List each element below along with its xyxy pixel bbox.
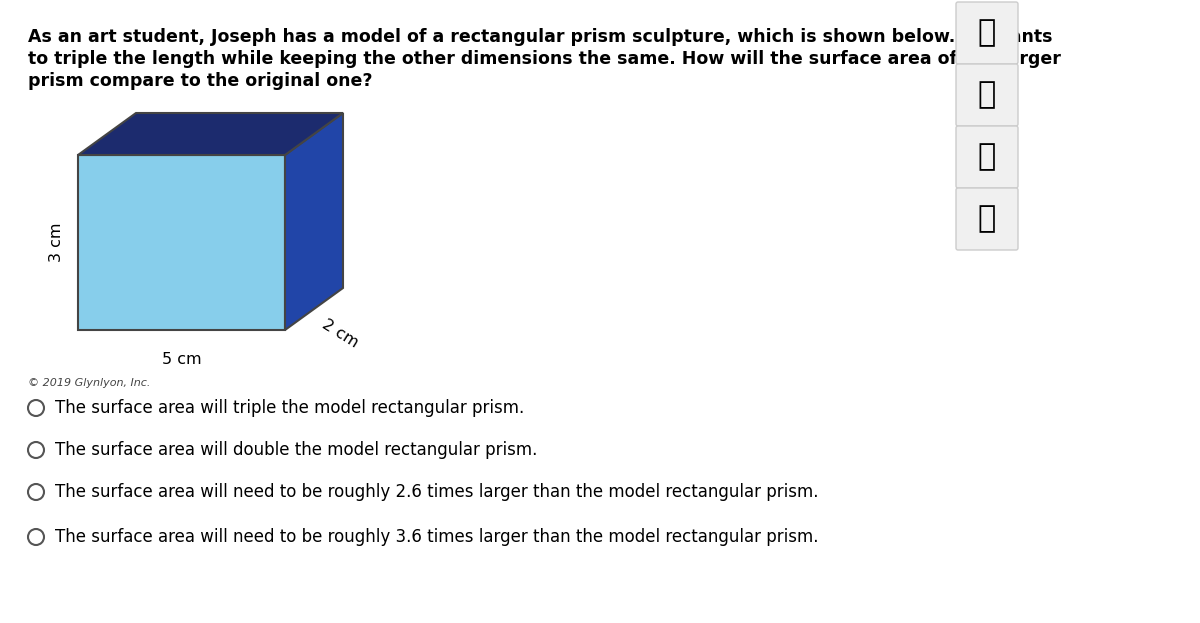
Text: 5 cm: 5 cm xyxy=(162,352,202,367)
Polygon shape xyxy=(78,113,343,155)
Text: prism compare to the original one?: prism compare to the original one? xyxy=(28,72,372,90)
Text: to triple the length while keeping the other dimensions the same. How will the s: to triple the length while keeping the o… xyxy=(28,50,1061,68)
FancyBboxPatch shape xyxy=(956,188,1018,250)
FancyBboxPatch shape xyxy=(956,2,1018,64)
Polygon shape xyxy=(286,113,343,330)
Text: The surface area will need to be roughly 2.6 times larger than the model rectang: The surface area will need to be roughly… xyxy=(55,483,818,501)
Text: 🎤: 🎤 xyxy=(978,204,996,234)
FancyBboxPatch shape xyxy=(956,126,1018,188)
Text: The surface area will triple the model rectangular prism.: The surface area will triple the model r… xyxy=(55,399,524,417)
Text: The surface area will need to be roughly 3.6 times larger than the model rectang: The surface area will need to be roughly… xyxy=(55,528,818,546)
Text: 3 cm: 3 cm xyxy=(49,223,64,262)
Text: 🅰: 🅰 xyxy=(978,143,996,171)
FancyBboxPatch shape xyxy=(956,64,1018,126)
Polygon shape xyxy=(78,155,286,330)
Text: As an art student, Joseph has a model of a rectangular prism sculpture, which is: As an art student, Joseph has a model of… xyxy=(28,28,1052,46)
Text: The surface area will double the model rectangular prism.: The surface area will double the model r… xyxy=(55,441,538,459)
Text: 🖨: 🖨 xyxy=(978,19,996,47)
Text: 2 cm: 2 cm xyxy=(319,317,360,351)
Text: 🌐: 🌐 xyxy=(978,80,996,110)
Text: © 2019 Glynlyon, Inc.: © 2019 Glynlyon, Inc. xyxy=(28,378,150,388)
